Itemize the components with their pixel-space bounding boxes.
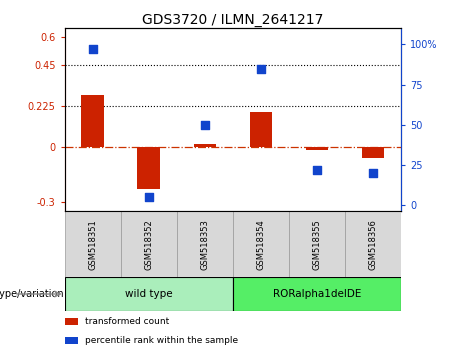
Bar (233, 278, 401, 310)
Bar (65, 318, 78, 325)
Bar (345, 211, 401, 278)
Point (89, 46, 96, 52)
Bar (250, 112, 272, 147)
Point (145, 194, 152, 200)
Bar (194, 144, 216, 147)
Point (313, 167, 321, 173)
Bar (233, 211, 289, 278)
Text: RORalpha1delDE: RORalpha1delDE (273, 289, 361, 299)
Point (257, 66, 265, 72)
Bar (289, 211, 345, 278)
Bar (362, 147, 384, 158)
Text: wild type: wild type (125, 289, 172, 299)
Bar (65, 337, 78, 344)
Text: GSM518351: GSM518351 (88, 219, 97, 269)
Bar (306, 147, 328, 150)
Bar (137, 147, 160, 189)
Text: GSM518352: GSM518352 (144, 219, 153, 269)
Text: GSM518356: GSM518356 (368, 219, 378, 270)
Point (201, 122, 208, 128)
Text: percentile rank within the sample: percentile rank within the sample (85, 336, 238, 345)
Bar (65, 211, 121, 278)
Title: GDS3720 / ILMN_2641217: GDS3720 / ILMN_2641217 (142, 13, 324, 27)
Text: GSM518353: GSM518353 (200, 219, 209, 270)
Text: GSM518355: GSM518355 (313, 219, 321, 269)
Bar (65, 278, 233, 310)
Bar (177, 211, 233, 278)
Point (369, 170, 377, 176)
Text: genotype/variation: genotype/variation (0, 289, 65, 299)
Text: transformed count: transformed count (85, 317, 169, 326)
Bar (121, 211, 177, 278)
Text: GSM518354: GSM518354 (256, 219, 266, 269)
Bar (82, 95, 104, 147)
